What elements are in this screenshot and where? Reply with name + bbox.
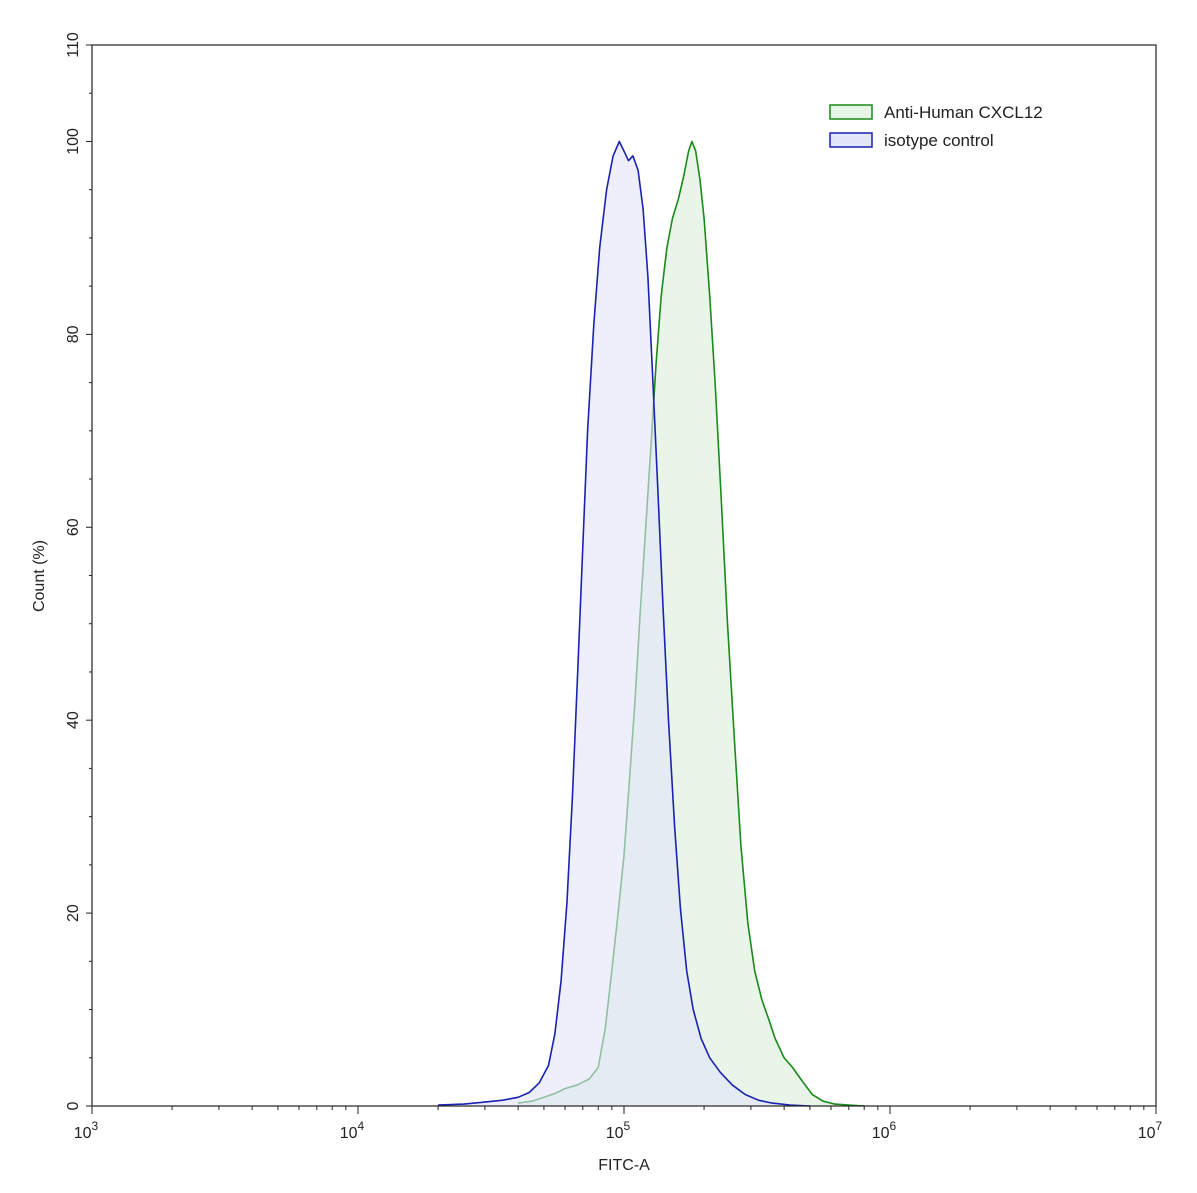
x-tick-label-2: 105 [606,1119,631,1142]
x-tick-label-4: 107 [1138,1119,1163,1142]
ticks-layer: 0 20 40 60 80 100 110 103 104 105 106 107 [65,32,1162,1142]
legend-label-0: Anti-Human CXCL12 [884,103,1043,122]
x-tick-label-1: 104 [340,1119,365,1142]
series-area-1 [438,141,810,1106]
legend: Anti-Human CXCL12 isotype control [829,103,1043,150]
legend-swatch-0 [829,104,873,120]
y-tick-label-2: 40 [65,711,82,729]
y-axis-label: Count (%) [31,540,48,612]
x-axis-label: FITC-A [598,1157,650,1174]
y-tick-label-3: 60 [65,518,82,536]
series-area-0 [518,141,865,1106]
legend-swatch-1 [829,132,873,148]
legend-label-1: isotype control [884,131,994,150]
x-tick-label-0: 103 [74,1119,99,1142]
y-tick-label-5: 100 [65,128,82,155]
y-tick-label-1: 20 [65,904,82,922]
y-tick-label-0: 0 [65,1101,82,1110]
series-layer [438,140,865,1107]
y-tick-label-4: 80 [65,325,82,343]
series-line-1 [438,140,810,1107]
y-tick-label-6: 110 [65,32,82,58]
x-tick-label-3: 106 [872,1119,897,1142]
